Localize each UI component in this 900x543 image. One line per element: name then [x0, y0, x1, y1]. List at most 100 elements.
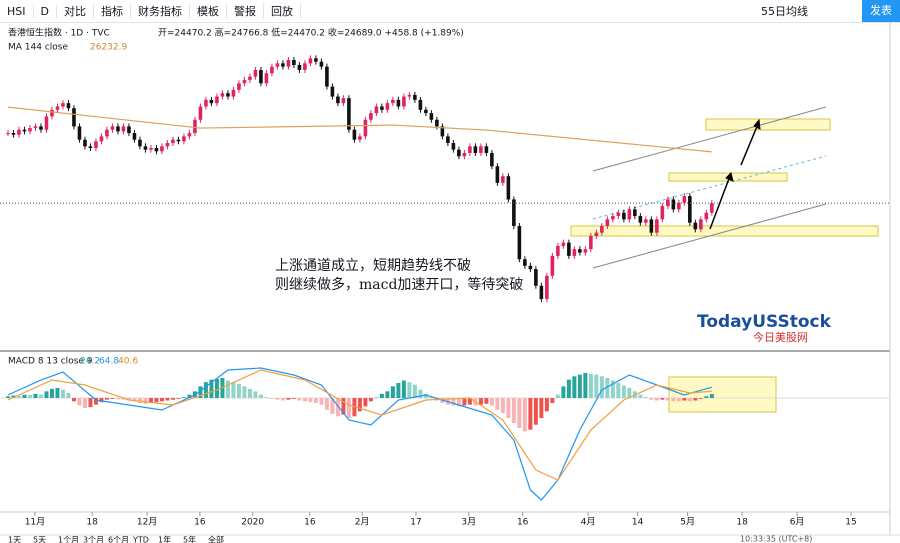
- candle: [627, 209, 632, 220]
- macd-bar: [357, 398, 362, 412]
- candle: [22, 129, 27, 132]
- candle: [314, 58, 318, 62]
- candle: [660, 206, 665, 220]
- candle: [622, 212, 626, 220]
- macd-bar: [209, 379, 214, 398]
- macd-bar: [676, 398, 681, 402]
- trend-line: [592, 155, 827, 220]
- candle: [143, 146, 148, 150]
- macd-bar: [77, 398, 82, 406]
- layout[interactable]: 55日均线: [761, 5, 808, 18]
- candle: [572, 249, 577, 256]
- macd-bar: [698, 398, 703, 399]
- candle: [671, 199, 676, 210]
- candle: [110, 126, 115, 130]
- macd-bar: [704, 396, 709, 398]
- macd-bar: [198, 386, 203, 398]
- macd-bar: [297, 398, 302, 401]
- symbol[interactable]: HSI: [0, 4, 34, 18]
- macd-bar: [203, 382, 208, 398]
- candle: [39, 126, 43, 130]
- macd-bar: [528, 398, 533, 430]
- macd-bar: [38, 394, 43, 398]
- candle: [539, 285, 544, 300]
- candle: [44, 116, 49, 130]
- tool[interactable]: 模板: [190, 3, 227, 19]
- macd-bar: [396, 383, 401, 398]
- macd-bar: [517, 398, 522, 428]
- macd-bar: [605, 378, 610, 398]
- macd-bar: [236, 383, 241, 398]
- tool[interactable]: 回放: [264, 3, 301, 19]
- tool[interactable]: 财务指标: [131, 3, 190, 19]
- candle: [424, 109, 428, 114]
- macd-bar: [401, 380, 406, 398]
- candle: [457, 149, 461, 157]
- candle: [116, 126, 120, 132]
- candle: [160, 146, 164, 152]
- macd-bar: [308, 398, 313, 403]
- candle: [517, 226, 522, 260]
- macd-bar: [115, 398, 120, 400]
- target-box: [705, 118, 831, 131]
- candle: [99, 136, 104, 142]
- candle: [512, 199, 516, 227]
- macd-bar: [132, 398, 137, 402]
- macd-bar: [275, 398, 280, 400]
- macd-bar: [148, 398, 153, 403]
- candle: [6, 133, 10, 135]
- macd-bar: [165, 398, 170, 401]
- macd-bar: [451, 398, 456, 406]
- channel-bottom: [592, 203, 827, 269]
- macd-bar: [709, 393, 714, 398]
- macd-bar: [588, 373, 593, 398]
- macd-bar: [390, 386, 395, 398]
- candle: [369, 113, 373, 120]
- macd-bar: [495, 398, 500, 410]
- macd-bar: [379, 393, 384, 398]
- macd-bar: [374, 397, 379, 398]
- x-tick-label: 17: [410, 518, 421, 528]
- macd-bar: [577, 374, 582, 398]
- candle: [50, 109, 54, 117]
- macd-bar: [506, 398, 511, 418]
- candle: [325, 66, 329, 87]
- candle: [226, 93, 230, 97]
- macd-bar: [418, 389, 423, 398]
- candle: [534, 269, 538, 286]
- candle: [352, 129, 357, 140]
- x-tick-label: 14: [632, 518, 644, 528]
- candle: [666, 199, 670, 207]
- tool[interactable]: 指标: [94, 3, 131, 19]
- publish-button[interactable]: 发表: [862, 0, 900, 22]
- macd-bar: [649, 398, 654, 400]
- x-tick-label: 16: [517, 518, 529, 528]
- arrow-head: [725, 118, 761, 182]
- macd-bar: [489, 398, 494, 406]
- candle: [693, 222, 698, 230]
- line: [7, 369, 712, 481]
- candle: [138, 139, 142, 147]
- x-tick-label: 15: [845, 518, 856, 528]
- ma-legend-value: 26232.9: [90, 43, 127, 53]
- candle: [578, 249, 582, 253]
- macd-bar: [319, 398, 324, 405]
- tool[interactable]: 警报: [227, 3, 264, 19]
- macd-bar: [137, 398, 142, 403]
- interval[interactable]: D: [34, 4, 57, 18]
- watermark-sub: 今日美股网: [753, 330, 808, 344]
- macd-legend: MACD 8 13 close 9: [8, 357, 93, 367]
- macd-bar: [555, 394, 560, 398]
- candle: [209, 99, 214, 104]
- candle: [242, 79, 247, 84]
- macd-bar: [258, 394, 263, 398]
- candle: [341, 98, 346, 104]
- tool[interactable]: 对比: [57, 3, 94, 19]
- candle: [682, 196, 687, 203]
- candle: [176, 139, 181, 142]
- candle: [506, 176, 511, 200]
- candle: [600, 226, 604, 233]
- channel-top: [592, 106, 827, 172]
- candle: [677, 202, 681, 210]
- candle: [94, 141, 98, 148]
